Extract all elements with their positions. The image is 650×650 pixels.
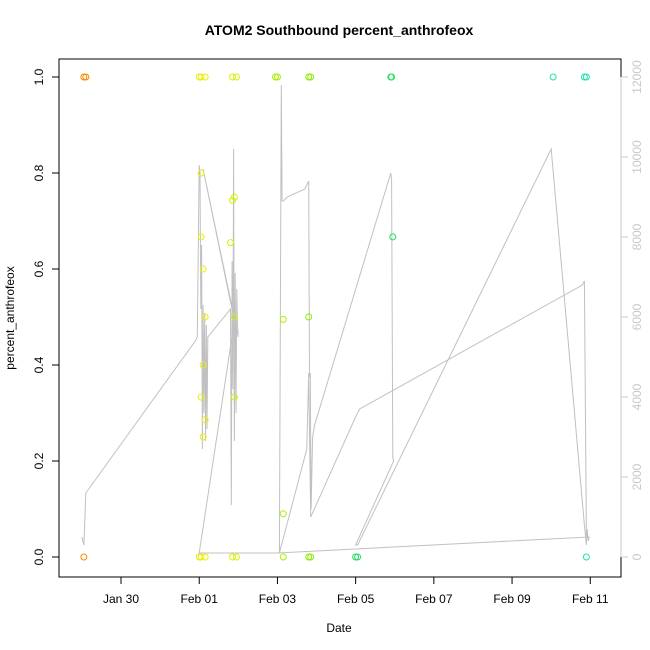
data-point (273, 73, 281, 81)
data-point (279, 315, 287, 323)
data-point (228, 73, 236, 81)
right-axis-line-series (81, 84, 590, 554)
data-point (230, 313, 238, 321)
data-point (197, 393, 205, 401)
x-tick-label: Feb 03 (259, 592, 297, 606)
data-point (228, 553, 236, 561)
x-axis: Jan 30 Feb 01 Feb 03 Feb 05 Feb 07 Feb 09 Feb … (103, 576, 609, 606)
chart-title: ATOM2 Southbound percent_anthrofeox (205, 22, 474, 38)
y2-tick-label: 10000 (630, 140, 644, 174)
data-point (197, 73, 205, 81)
data-point (197, 233, 205, 241)
data-point (271, 73, 279, 81)
x-tick-label: Feb 05 (337, 592, 375, 606)
data-point (580, 73, 588, 81)
data-point (279, 553, 287, 561)
data-point (80, 553, 88, 561)
data-point (582, 553, 590, 561)
data-point (199, 433, 207, 441)
data-point (352, 553, 360, 561)
x-tick-label: Feb 09 (493, 592, 531, 606)
plot-frame (58, 58, 622, 578)
data-point (305, 313, 313, 321)
y2-tick-label: 0 (630, 553, 644, 560)
data-point (582, 73, 590, 81)
y-tick-label: 0.0 (32, 548, 46, 565)
data-point (232, 73, 240, 81)
data-point (305, 73, 313, 81)
data-point (201, 313, 209, 321)
data-point (228, 196, 236, 204)
data-point (389, 233, 397, 241)
data-point (199, 361, 207, 369)
series-line (81, 84, 590, 554)
data-point (201, 416, 209, 424)
data-point (197, 553, 205, 561)
data-point (307, 73, 315, 81)
x-tick-label: Feb 11 (572, 592, 609, 606)
data-point (354, 553, 362, 561)
data-point (549, 73, 557, 81)
data-point (227, 239, 235, 247)
data-point (305, 553, 313, 561)
y-tick-label: 1.0 (32, 68, 46, 85)
y-tick-label: 0.4 (32, 356, 46, 373)
x-tick-label: Feb 07 (415, 592, 453, 606)
data-point (197, 169, 205, 177)
data-point (230, 393, 238, 401)
data-point (82, 73, 90, 81)
data-point (201, 553, 209, 561)
x-tick-label: Jan 30 (103, 592, 139, 606)
y-tick-label: 0.2 (32, 452, 46, 469)
data-point (199, 265, 207, 273)
y2-axis: 0 2000 4000 6000 8000 10000 12000 (620, 60, 644, 560)
y2-tick-label: 2000 (630, 463, 644, 490)
y2-tick-label: 4000 (630, 383, 644, 410)
y-axis-label: percent_anthrofeox (3, 266, 17, 369)
data-point (80, 73, 88, 81)
y2-tick-label: 6000 (630, 303, 644, 330)
data-point (232, 553, 240, 561)
data-point (201, 73, 209, 81)
y-tick-label: 0.6 (32, 260, 46, 277)
data-point (388, 73, 396, 81)
x-tick-label: Feb 01 (181, 592, 219, 606)
y2-tick-label: 12000 (630, 60, 644, 94)
y-axis: 0.0 0.2 0.4 0.6 0.8 1.0 (32, 68, 60, 565)
scatter-points (80, 73, 590, 561)
y2-tick-label: 8000 (630, 223, 644, 250)
y-tick-label: 0.8 (32, 164, 46, 181)
data-point (230, 193, 238, 201)
data-point (279, 510, 287, 518)
data-point (307, 553, 315, 561)
x-axis-label: Date (326, 621, 352, 635)
